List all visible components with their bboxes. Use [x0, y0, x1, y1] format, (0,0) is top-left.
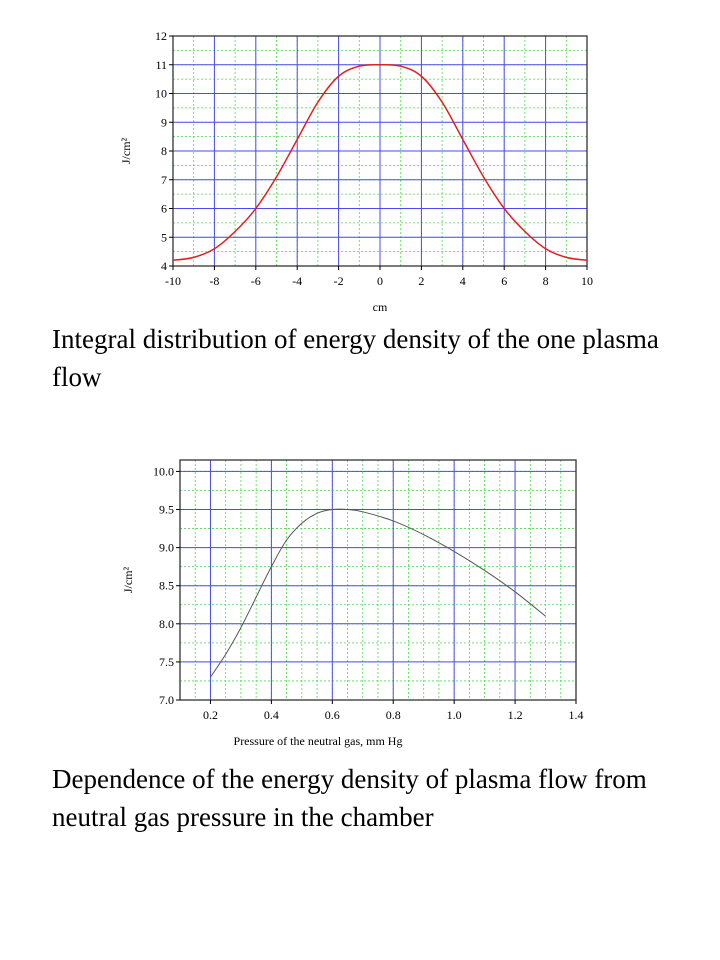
chart2-x-tick-label: 0.8: [386, 708, 401, 722]
chart2-x-tick-label: 0.6: [325, 708, 340, 722]
energy-density-vs-pressure-chart: 0.2 0.4 0.6 0.8 1.0 1.2 1.4 7.0 7.5 8.0 8.5 9.0 9.5 1…: [0, 440, 720, 765]
chart2-y-tick-label: 10.0: [153, 464, 174, 478]
chart1-x-tick-label: -10: [165, 274, 181, 288]
chart1-x-tick-label: -8: [209, 274, 219, 288]
chart1-x-axis-label: cm: [373, 300, 388, 314]
chart2-x-axis-label: Pressure of the neutral gas, mm Hg: [234, 734, 403, 748]
chart1-y-tick-label: 12: [155, 29, 167, 43]
chart1-x-tick-label: 10: [581, 274, 593, 288]
chart2-y-tick-label: 9.0: [159, 541, 174, 555]
chart1-x-tick-label: 8: [543, 274, 549, 288]
chart2-y-tick-label: 7.5: [159, 655, 174, 669]
chart2-minor-grid: [179, 460, 577, 701]
chart1-x-tick-label: -4: [292, 274, 302, 288]
chart1-y-axis-label: J/cm²: [119, 137, 133, 164]
chart1-y-tick-label: 7: [161, 173, 167, 187]
chart2-x-tick-label: 0.2: [203, 708, 218, 722]
chart2-x-tick-label: 1.4: [569, 708, 584, 722]
chart2-y-tick-label: 7.0: [159, 693, 174, 707]
chart1-x-tick-label: -6: [251, 274, 261, 288]
chart1-y-tick-label: 11: [155, 58, 167, 72]
chart2-y-tick-label: 9.5: [159, 503, 174, 517]
chart1-x-tick-label: 2: [418, 274, 424, 288]
chart1-y-tick-label: 6: [161, 202, 167, 216]
chart1-y-tick-label: 10: [155, 87, 167, 101]
energy-density-distribution-chart: -10 -8 -6 -4 -2 0 2 4 6 8 10 4 5 6 7 8 9 10 11 12 cm J/cm²: [0, 0, 720, 325]
chart2-series-line-0: [210, 508, 546, 678]
chart2-y-tick-label: 8.0: [159, 617, 174, 631]
chart1-y-tick-label: 8: [161, 144, 167, 158]
chart2-caption: Dependence of the energy density of plas…: [52, 764, 647, 832]
chart2-x-tick-label: 1.0: [447, 708, 462, 722]
chart1-y-tick-label: 4: [161, 259, 167, 273]
chart2-plot-frame: [179, 459, 577, 701]
chart1-x-tick-label: 4: [460, 274, 466, 288]
chart1-caption: Integral distribution of energy density …: [52, 324, 659, 392]
chart2-y-tick-label: 8.5: [159, 579, 174, 593]
chart1-y-tick-label: 9: [161, 115, 167, 129]
chart1-series-line-0: [172, 63, 588, 261]
chart1-x-tick-label: -2: [334, 274, 344, 288]
chart1-svg: -10 -8 -6 -4 -2 0 2 4 6 8 10 4 5 6 7 8 9 10 11 12 cm J/cm²: [119, 29, 593, 314]
chart1-x-tick-label: 0: [377, 274, 383, 288]
chart1-x-tick-label: 6: [501, 274, 507, 288]
chart1-y-tick-label: 5: [161, 230, 167, 244]
chart2-svg: 0.2 0.4 0.6 0.8 1.0 1.2 1.4 7.0 7.5 8.0 8.5 9.0 9.5 1…: [121, 459, 584, 748]
chart2-x-tick-label: 1.2: [508, 708, 523, 722]
chart2-y-axis-label: J/cm²: [121, 566, 135, 593]
chart2-x-tick-label: 0.4: [264, 708, 279, 722]
